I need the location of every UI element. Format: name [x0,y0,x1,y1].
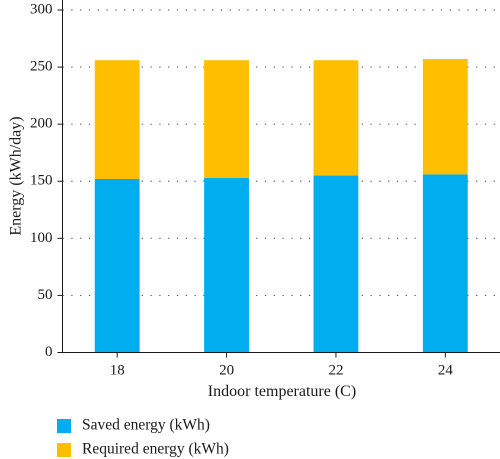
y-tick-label: 250 [30,59,53,75]
bar-segment [313,175,359,353]
x-ticks: 18 20 22 24 [110,352,454,379]
legend-swatch [57,443,71,457]
x-tick-label: 20 [219,363,234,379]
y-tick-label: 150 [30,173,53,189]
y-tick-label: 0 [45,344,53,360]
y-ticks: 0 50 100 150 200 250 300 [30,1,63,360]
x-tick-label: 22 [328,363,343,379]
y-axis-label: Energy (kWh/day) [8,116,25,235]
y-tick-label: 100 [30,230,53,246]
bars [94,59,468,353]
y-tick-label: 50 [38,287,53,303]
legend-swatch [57,419,71,433]
bar-segment [422,59,468,175]
bar-segment [313,60,359,176]
x-tick-label: 18 [110,363,125,379]
x-axis-label: Indoor temperature (C) [208,383,356,400]
y-tick-label: 300 [30,1,53,17]
bar-segment [204,177,249,353]
bar-segment [422,174,468,353]
legend-label: Required energy (kWh) [82,441,229,458]
legend: Saved energy (kWh) Required energy (kWh) [57,417,229,458]
x-tick-label: 24 [438,363,454,379]
bar-segment [94,60,140,179]
bar-segment [204,60,249,178]
y-tick-label: 200 [30,116,53,132]
axes [62,0,500,353]
bar-segment [94,178,140,353]
legend-label: Saved energy (kWh) [82,417,210,434]
